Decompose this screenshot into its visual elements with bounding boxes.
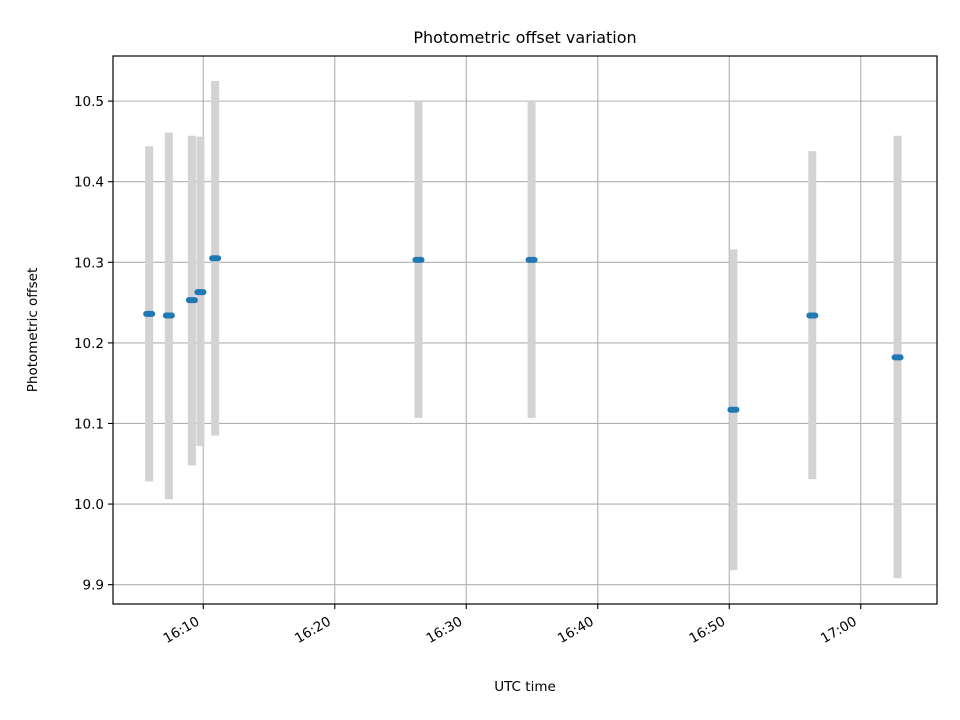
y-tick-label: 10.1 xyxy=(74,416,104,432)
y-tick-label: 9.9 xyxy=(83,578,104,594)
data-point xyxy=(143,310,156,317)
data-point xyxy=(185,297,198,304)
plot-frame xyxy=(112,55,938,605)
x-axis-label: UTC time xyxy=(494,679,556,695)
data-point xyxy=(162,312,175,319)
data-point xyxy=(727,406,740,413)
data-point xyxy=(525,256,538,263)
y-tick-label: 10.4 xyxy=(74,175,104,191)
grid-lines xyxy=(113,56,937,604)
data-point xyxy=(412,256,425,263)
data-point xyxy=(209,255,222,262)
data-markers xyxy=(143,255,904,413)
y-tick-label: 10.3 xyxy=(74,255,104,271)
data-point xyxy=(194,289,207,296)
y-axis-ticks: 9.9 10.0 10.1 10.2 10.3 10.4 10.5 xyxy=(74,94,113,594)
y-tick-label: 10.2 xyxy=(74,336,104,352)
y-tick-label: 10.0 xyxy=(74,497,104,513)
y-tick-label: 10.5 xyxy=(74,94,104,110)
data-point xyxy=(891,354,904,361)
y-axis-label: Photometric offset xyxy=(25,268,41,392)
chart-title: Photometric offset variation xyxy=(413,28,636,47)
data-point xyxy=(806,312,819,319)
